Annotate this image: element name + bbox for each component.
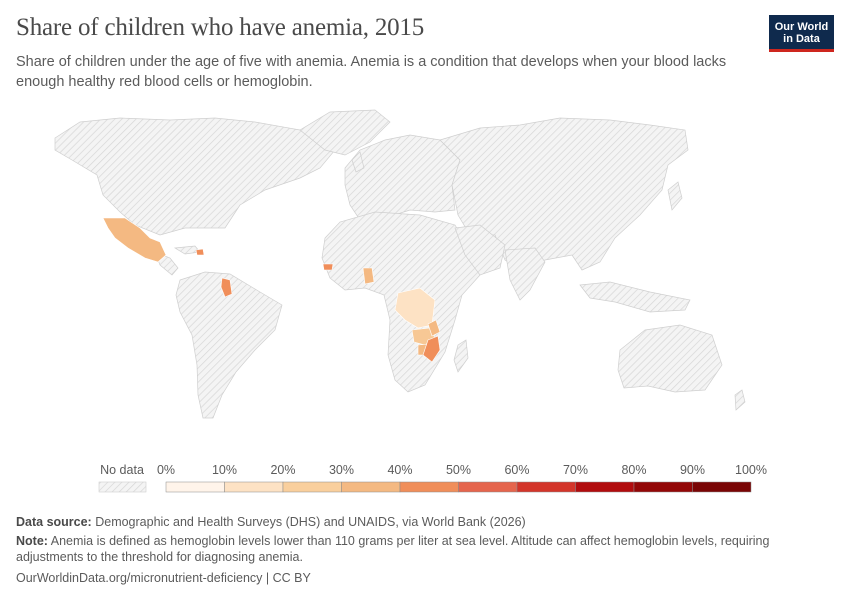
legend-tick-label: 100% [735,463,767,477]
source-label: Data source: [16,515,92,529]
owid-logo[interactable]: Our World in Data [769,15,834,52]
legend-bin[interactable] [224,481,284,493]
country-mozambique[interactable] [422,335,441,363]
legend-tick-label: 70% [563,463,588,477]
region-madagascar[interactable] [453,339,469,373]
legend-scale: No data 0% 10% 20% 30% 40% 50% 60% 70% 80% 90% 100… [98,463,767,493]
legend-bin[interactable] [341,481,401,493]
country-mexico[interactable] [102,217,167,263]
legend-tick-label: 40% [387,463,412,477]
region-europe[interactable] [344,134,461,221]
region-arabia[interactable] [454,224,506,276]
country-nigeria[interactable] [362,267,375,285]
region-north-america[interactable] [54,117,336,236]
no-data-landmasses [54,109,746,419]
legend-tick-label: 20% [270,463,295,477]
footer-source: Data source: Demographic and Health Surv… [16,514,816,530]
note-label: Note: [16,534,48,548]
legend-no-data-swatch [98,481,147,493]
legend-tick-label: 0% [157,463,175,477]
region-india[interactable] [504,247,546,301]
region-south-america[interactable] [175,271,283,419]
legend-tick-label: 60% [504,463,529,477]
legend-tick-label: 30% [329,463,354,477]
region-greenland[interactable] [299,109,391,156]
country-senegal[interactable] [322,263,334,271]
colored-countries [102,217,441,363]
note-text: Anemia is defined as hemoglobin levels l… [16,534,770,564]
map-legend: No data 0% 10% 20% 30% 40% 50% 60% 70% 80% 90% 100… [0,455,850,500]
region-new-zealand[interactable] [734,389,746,411]
source-text: Demographic and Health Surveys (DHS) and… [95,515,526,529]
legend-bin[interactable] [165,481,225,493]
legend-tick-label: 50% [446,463,471,477]
footer-note: Note: Anemia is defined as hemoglobin le… [16,533,816,565]
legend-tick-label: 10% [212,463,237,477]
country-dr-congo[interactable] [394,287,436,329]
legend-tick-label: 90% [680,463,705,477]
world-map[interactable] [0,100,850,455]
legend-bin[interactable] [458,481,518,493]
legend-bin[interactable] [516,481,576,493]
country-haiti[interactable] [195,248,205,256]
legend-bin[interactable] [399,481,459,493]
logo-line-1: Our World [774,21,829,33]
region-japan[interactable] [667,181,683,211]
chart-title: Share of children who have anemia, 2015 [16,14,425,41]
legend-bin[interactable] [633,481,693,493]
chart-subtitle: Share of children under the age of five … [16,54,727,90]
logo-line-2: in Data [783,33,820,45]
country-guyana[interactable] [220,277,233,298]
legend-tick-label: 80% [621,463,646,477]
legend-bin[interactable] [282,481,342,493]
country-malawi[interactable] [427,319,441,337]
legend-bin[interactable] [692,481,752,493]
region-southeast-asia[interactable] [579,281,691,313]
region-australia[interactable] [617,324,723,393]
region-uk[interactable] [351,151,365,173]
footer-url[interactable]: OurWorldinData.org/micronutrient-deficie… [16,571,311,585]
legend-bin[interactable] [575,481,635,493]
legend-no-data-label: No data [100,463,144,477]
